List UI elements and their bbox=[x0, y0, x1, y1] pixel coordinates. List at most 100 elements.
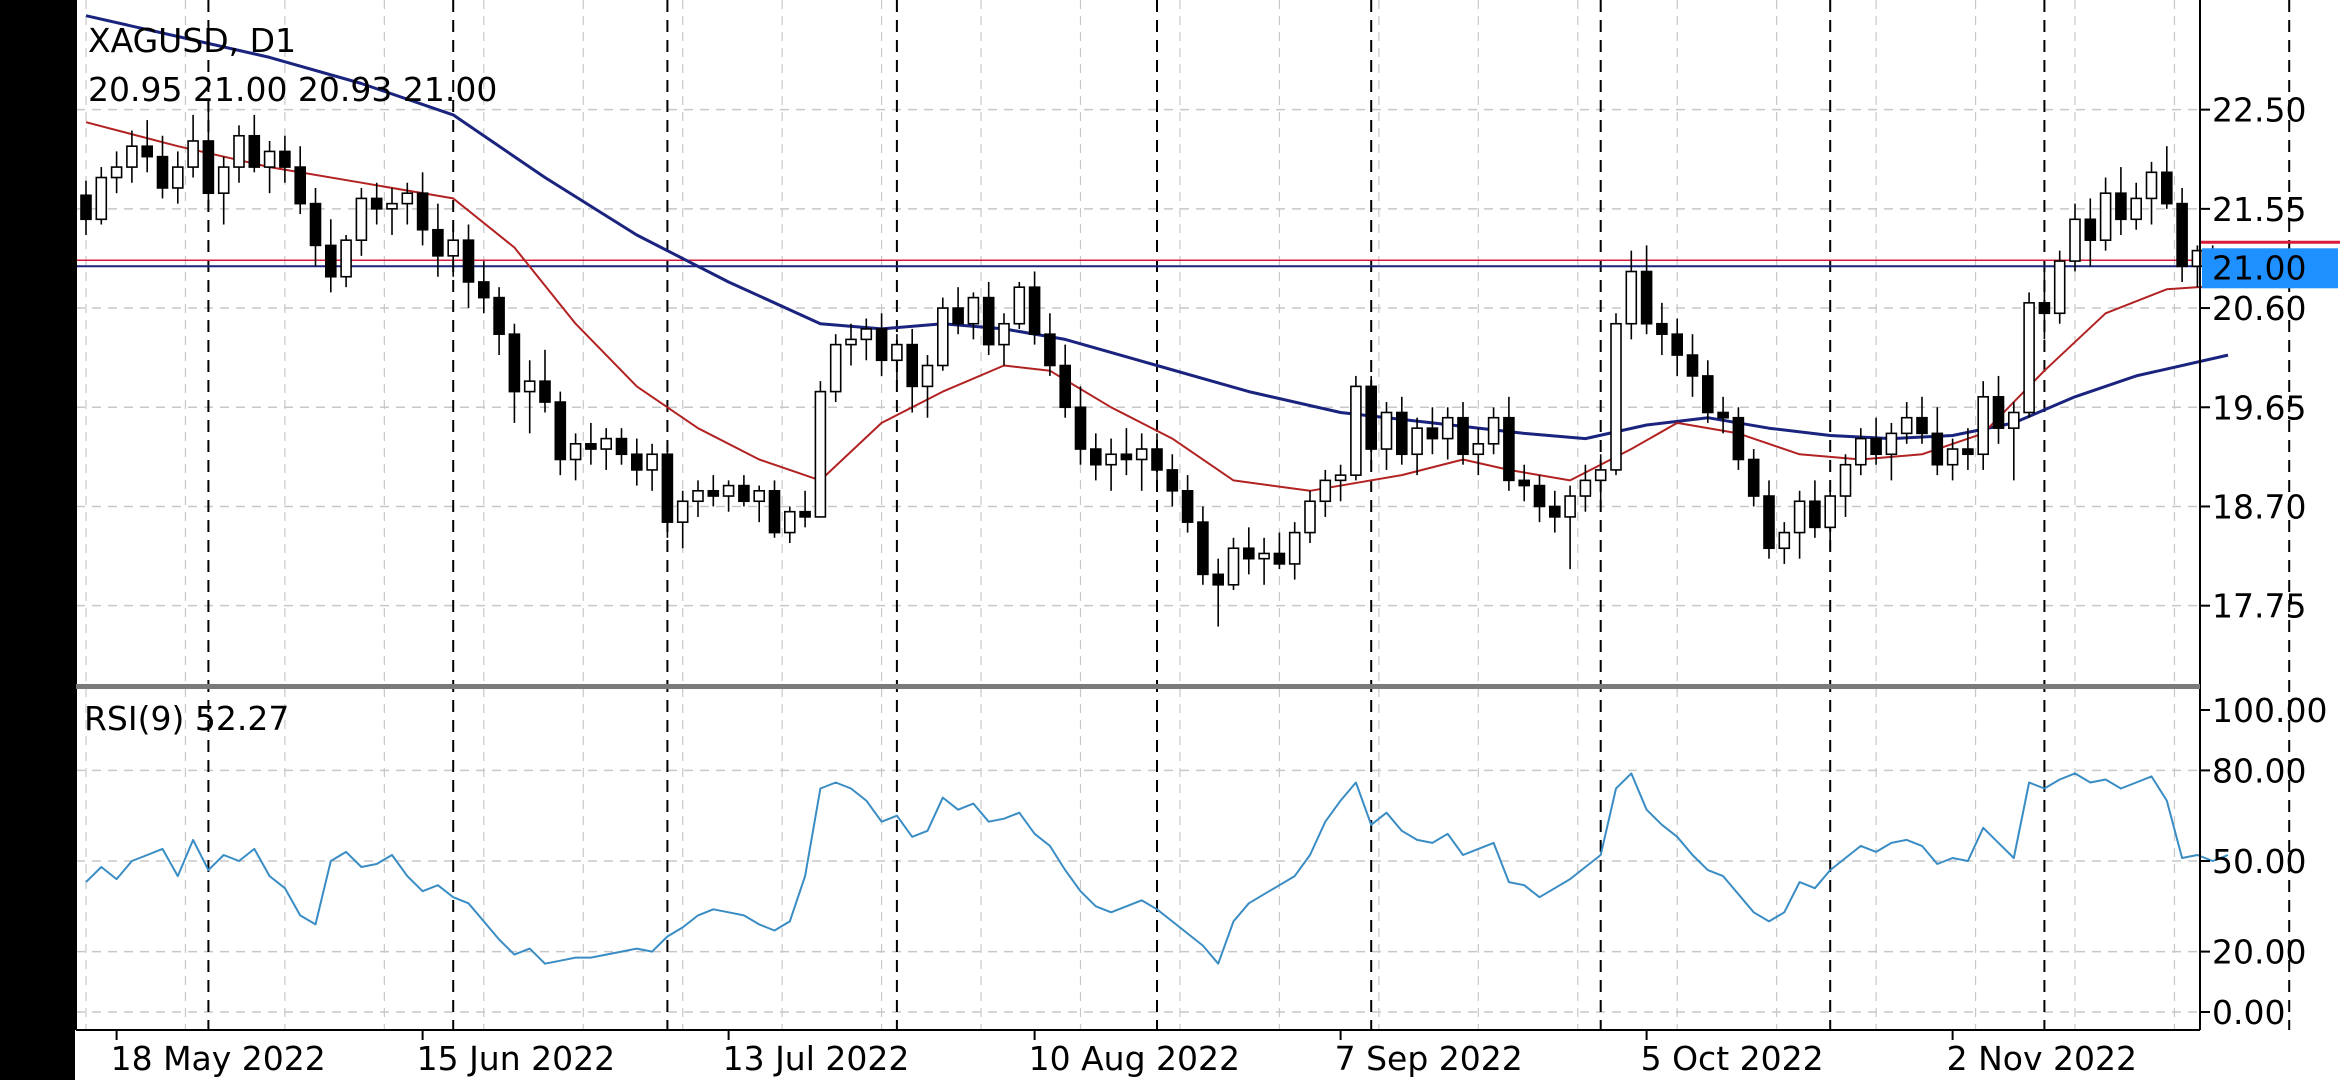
candle bbox=[1227, 537, 1240, 591]
candle-body-up bbox=[936, 307, 949, 367]
candle-body-down bbox=[462, 239, 475, 283]
candle bbox=[1273, 532, 1286, 570]
candle-body-down bbox=[370, 197, 383, 210]
candle-body-down bbox=[477, 281, 490, 299]
candle bbox=[768, 480, 781, 538]
candle-body-down bbox=[1931, 432, 1944, 466]
candle-body-down bbox=[1457, 416, 1469, 456]
candle-body-down bbox=[585, 443, 597, 450]
candle-body-up bbox=[1778, 531, 1791, 550]
candle-body-up bbox=[2053, 260, 2066, 315]
candle bbox=[661, 443, 674, 538]
candle-body-down bbox=[1426, 427, 1439, 440]
candle bbox=[1319, 469, 1332, 517]
time-tick-label: 7 Sep 2022 bbox=[1335, 1039, 1523, 1078]
candle-body-down bbox=[309, 202, 322, 247]
candle-body-down bbox=[875, 328, 888, 362]
axis-labels: 22.50 21.55 20.60 19.65 18.70 17.75 100.00 80.0… bbox=[111, 91, 2328, 1078]
time-tick-label: 2 Nov 2022 bbox=[1947, 1039, 2137, 1078]
candle bbox=[1258, 537, 1270, 585]
candle bbox=[1059, 344, 1071, 418]
price-scale-panel bbox=[2200, 0, 2340, 1080]
candle bbox=[1717, 396, 1729, 434]
candle bbox=[1824, 485, 1836, 549]
candle bbox=[141, 120, 153, 173]
candle bbox=[1763, 480, 1775, 559]
candle-body-down bbox=[1992, 396, 2005, 429]
symbol-label: XAGUSD, D1 bbox=[88, 21, 296, 60]
candle bbox=[1028, 271, 1041, 345]
candle-body-up bbox=[110, 166, 123, 179]
candle bbox=[998, 313, 1010, 366]
candle bbox=[1702, 360, 1714, 423]
candle bbox=[370, 182, 383, 225]
candle bbox=[1900, 402, 1913, 444]
candle-body-down bbox=[324, 244, 337, 278]
candle bbox=[1411, 417, 1423, 476]
candle-body-up bbox=[1472, 443, 1485, 456]
candle-body-down bbox=[2115, 192, 2127, 221]
candle bbox=[172, 151, 184, 204]
candle-body-down bbox=[2176, 202, 2188, 268]
candle bbox=[1564, 485, 1576, 570]
candle-body-up bbox=[1625, 270, 1638, 325]
candle bbox=[2008, 402, 2020, 481]
candle-body-up bbox=[2099, 192, 2112, 241]
candle-body-down bbox=[615, 437, 628, 456]
price-tick-label: 17.75 bbox=[2212, 587, 2306, 626]
candle-body-down bbox=[1273, 552, 1286, 565]
candle-body-up bbox=[722, 484, 735, 497]
candle bbox=[1503, 396, 1515, 491]
time-tick-label: 15 Jun 2022 bbox=[417, 1039, 616, 1078]
candle bbox=[630, 438, 643, 486]
candle bbox=[2099, 177, 2112, 251]
candle bbox=[1686, 334, 1699, 397]
candle-body-up bbox=[1105, 453, 1117, 466]
candle bbox=[707, 475, 720, 507]
candle-body-up bbox=[569, 443, 582, 461]
pane-divider[interactable] bbox=[76, 684, 2200, 689]
candle-body-up bbox=[1793, 500, 1806, 534]
candle-body-down bbox=[1166, 469, 1179, 492]
candle-body-down bbox=[294, 166, 307, 205]
candle-body-down bbox=[1671, 333, 1683, 356]
candle bbox=[279, 135, 291, 183]
candle-body-up bbox=[386, 202, 398, 210]
candle bbox=[263, 140, 276, 194]
candle bbox=[217, 156, 230, 225]
price-tick-label: 20.60 bbox=[2212, 289, 2306, 328]
candle bbox=[2053, 250, 2066, 324]
price-tick-label: 19.65 bbox=[2212, 388, 2306, 427]
rsi-tick-label: 0.00 bbox=[2212, 993, 2285, 1032]
candle bbox=[921, 355, 934, 418]
candle bbox=[799, 490, 811, 528]
bid-ask-lines bbox=[76, 240, 2340, 268]
candle-body-down bbox=[1763, 495, 1775, 550]
candle bbox=[692, 480, 704, 517]
candle bbox=[845, 323, 857, 366]
candle-body-down bbox=[1686, 354, 1699, 377]
candle bbox=[1656, 302, 1668, 356]
candle-body-up bbox=[1855, 437, 1867, 466]
candle bbox=[1931, 407, 1944, 476]
candle bbox=[447, 224, 460, 277]
candle bbox=[1243, 527, 1255, 575]
candle bbox=[569, 433, 582, 481]
candle bbox=[233, 125, 245, 183]
candle-body-down bbox=[279, 150, 291, 168]
candle-body-down bbox=[1916, 416, 1928, 435]
candle-body-up bbox=[921, 364, 934, 388]
candle bbox=[110, 151, 123, 194]
candle-body-up bbox=[1013, 286, 1026, 325]
candle-body-up bbox=[355, 197, 368, 241]
candle-body-up bbox=[814, 390, 827, 518]
candle-body-down bbox=[1120, 453, 1133, 461]
candle bbox=[906, 328, 919, 413]
candle-body-up bbox=[2069, 218, 2081, 262]
candle bbox=[1885, 422, 1898, 481]
candle bbox=[1518, 464, 1530, 502]
candle-body-down bbox=[156, 155, 169, 189]
candle-body-down bbox=[768, 490, 781, 534]
candle-body-down bbox=[493, 296, 505, 335]
